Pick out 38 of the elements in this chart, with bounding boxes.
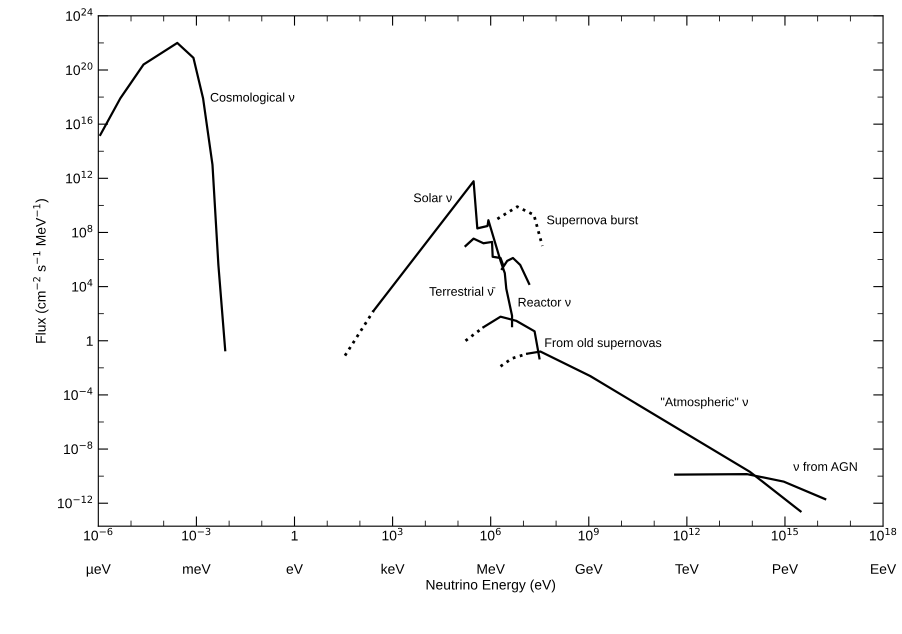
text: TeV xyxy=(675,564,699,574)
annotation: ν from AGN xyxy=(793,462,857,471)
y-tick-label: 10$^{−12}$ xyxy=(58,496,92,508)
x-tick-label: 10$^{18}$ xyxy=(870,528,896,540)
x-tick-label: 10$^{12}$ xyxy=(674,528,700,540)
y-axis-title: Flux (cm$^{−2}$ s$^{−1}$ MeV$^{−1}$) xyxy=(33,199,48,343)
text: MeV xyxy=(478,564,505,574)
text: µeV xyxy=(86,564,111,577)
x-tick-label: 10$^{15}$ xyxy=(772,528,798,540)
y-tick-label: 10$^{20}$ xyxy=(66,62,92,76)
annotation: Supernova burst xyxy=(547,215,638,227)
y-tick-label: 10$^{24}$ xyxy=(66,8,93,21)
text: GeV xyxy=(576,564,603,574)
annotation: "Atmospheric" ν xyxy=(660,397,748,409)
x-tick-label: 10$^{6}$ xyxy=(480,528,501,540)
text: PeV xyxy=(772,564,798,574)
x-tick-label: 1 xyxy=(292,530,298,540)
annotation: From old supernovas xyxy=(545,338,662,350)
annotation: Cosmological ν xyxy=(210,92,294,104)
annotation: Terrestrial ν̄ xyxy=(429,286,496,296)
y-tick-label: 1 xyxy=(86,336,93,346)
x-axis-title: Neutrino Energy (eV) xyxy=(426,579,556,592)
x-tick-label: 10$^{9}$ xyxy=(578,528,599,540)
text: meV xyxy=(183,564,211,574)
annotation: Solar ν xyxy=(414,193,452,202)
x-tick-label: 10$^{−6}$ xyxy=(84,528,112,540)
text: keV xyxy=(382,564,404,574)
y-tick-label: 10$^{4}$ xyxy=(72,279,92,292)
y-tick-label: 10$^{12}$ xyxy=(66,170,92,184)
text: EeV xyxy=(871,564,896,574)
annotation: Reactor ν xyxy=(518,298,571,307)
x-tick-label: 10$^{3}$ xyxy=(382,528,402,540)
text: eV xyxy=(286,564,303,574)
y-tick-label: 10$^{8}$ xyxy=(72,224,92,238)
y-tick-label: 10$^{−4}$ xyxy=(64,387,92,400)
x-tick-label: 10$^{−3}$ xyxy=(182,528,210,540)
y-tick-label: 10$^{−8}$ xyxy=(64,441,92,454)
y-tick-label: 10$^{16}$ xyxy=(66,116,92,130)
